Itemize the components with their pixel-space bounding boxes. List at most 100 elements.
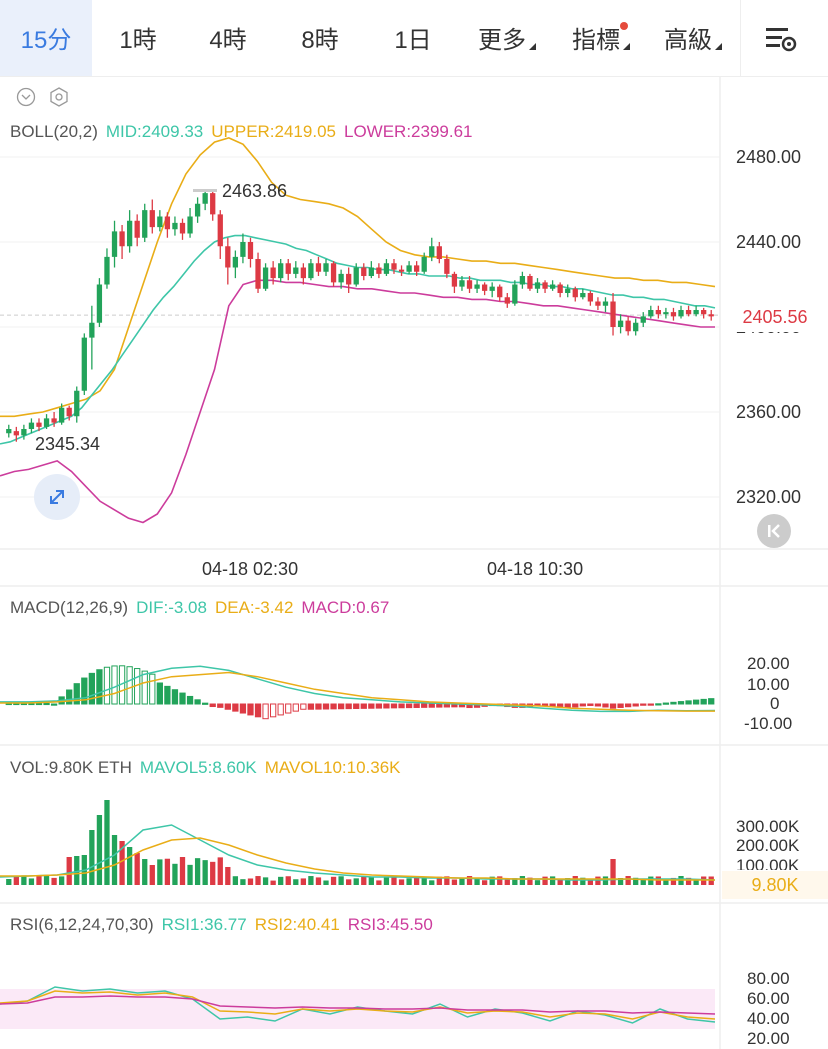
candle-body <box>549 284 556 289</box>
volume-bar <box>685 877 692 885</box>
macd-bar <box>337 703 345 710</box>
rsi2: RSI2:40.41 <box>254 915 340 934</box>
volume-bar <box>519 876 526 885</box>
tab-15m[interactable]: 15分 <box>0 0 92 76</box>
candle-body <box>104 256 110 285</box>
y-tick: 0 <box>770 694 780 713</box>
y-tick: 60.00 <box>747 989 790 1008</box>
macd-bar <box>111 665 118 705</box>
tab-1h[interactable]: 1時 <box>119 27 157 54</box>
macd-bar <box>541 703 549 707</box>
candle-body <box>527 276 533 289</box>
macd-bar <box>413 703 420 708</box>
volume-bar <box>36 875 42 885</box>
candle-body <box>519 276 526 285</box>
candle-body <box>633 322 639 332</box>
candle-body <box>6 429 12 434</box>
candle-body <box>126 220 133 247</box>
candle-body <box>466 280 473 289</box>
y-tick: 80.00 <box>747 969 790 988</box>
macd-bar <box>156 682 163 705</box>
macd-bar <box>572 703 579 708</box>
macd-bar <box>398 703 405 709</box>
chart-settings-icon[interactable] <box>762 24 802 54</box>
volume-bar <box>451 879 458 885</box>
volume-bar <box>104 800 110 885</box>
macd-bar <box>292 703 299 712</box>
candle-body <box>89 322 95 338</box>
y-tick: 2440.00 <box>736 232 802 252</box>
volume-bar <box>391 876 397 885</box>
volume-bar <box>74 856 80 885</box>
candle-body <box>96 284 103 323</box>
candle-body <box>383 263 390 274</box>
x-tick: 04-18 10:30 <box>487 559 584 579</box>
expand-icon[interactable] <box>34 474 80 520</box>
volume-bar <box>549 876 556 885</box>
macd-bar <box>383 703 390 709</box>
tab-1d[interactable]: 1日 <box>394 27 432 54</box>
volume-bar <box>262 877 269 885</box>
macd-bar <box>239 703 247 714</box>
candle-body <box>293 267 299 274</box>
macd-bar <box>617 703 624 708</box>
candle-body <box>391 263 397 270</box>
scroll-latest-icon[interactable] <box>757 514 791 548</box>
candle-body <box>459 280 465 287</box>
tab-advanced[interactable]: 高級 <box>656 0 722 76</box>
y-tick: -10.00 <box>744 714 793 733</box>
macd-bar <box>322 703 330 710</box>
volume-bar <box>338 876 344 885</box>
volume-bar <box>648 876 654 885</box>
volume-bar <box>421 877 427 885</box>
candle-body <box>240 242 246 257</box>
volume-bar <box>255 876 261 885</box>
volume-bar <box>293 879 299 885</box>
volume-bar <box>398 879 405 885</box>
volume-bar <box>13 875 19 885</box>
volume-bar <box>157 859 163 885</box>
vol-badge: 9.80K <box>722 871 828 899</box>
volume-bar <box>28 878 35 885</box>
volume-bar <box>353 878 359 885</box>
macd-bar <box>186 695 194 705</box>
candle-body <box>164 216 171 230</box>
volume-bar <box>557 879 563 885</box>
volume-bar <box>278 876 284 885</box>
macd-dif-line <box>0 665 716 713</box>
tab-8h[interactable]: 8時 <box>301 27 339 54</box>
volume-bar <box>330 876 337 885</box>
candle-body <box>602 301 609 306</box>
macd-bar <box>708 698 715 705</box>
current-price-badge: 2405.56 <box>722 302 828 332</box>
macd-bar <box>647 703 654 706</box>
tab-indicators[interactable]: 指標 <box>564 0 630 76</box>
macd-bar <box>390 703 398 709</box>
vol-header: VOL:9.80K ETH MAVOL5:8.60K MAVOL10:10.36K <box>10 758 409 778</box>
collapse-icon[interactable] <box>16 87 36 107</box>
x-tick: 04-18 02:30 <box>202 559 299 579</box>
candle-body <box>436 246 442 259</box>
macd-bar <box>436 703 443 708</box>
indicator-settings-icon[interactable] <box>48 86 70 108</box>
tab-4h[interactable]: 4時 <box>209 27 247 54</box>
volume-bar <box>414 876 420 885</box>
candle-body <box>346 273 352 285</box>
candle-body <box>142 210 148 238</box>
macd-bar <box>632 703 639 707</box>
macd-bar <box>179 692 186 705</box>
volume-bar <box>534 880 541 885</box>
boll-mid: MID:2409.33 <box>105 122 204 141</box>
rsi3-line <box>0 995 716 1015</box>
volume-bar <box>142 859 148 885</box>
macd-bar <box>66 689 73 705</box>
macd-bar <box>360 703 367 709</box>
volume-bar <box>172 863 178 885</box>
macd-value: MACD:0.67 <box>301 598 390 617</box>
macd-bar <box>141 670 148 705</box>
candle-body <box>708 314 714 317</box>
volume-bar <box>587 880 594 885</box>
macd-dea-line <box>0 671 715 712</box>
tab-more[interactable]: 更多 <box>470 0 536 76</box>
